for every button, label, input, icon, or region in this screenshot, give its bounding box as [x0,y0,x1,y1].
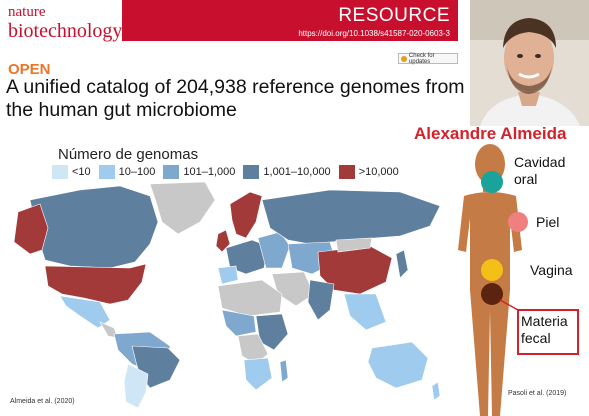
legend-label: >10,000 [358,166,399,178]
skin-label: Piel [536,214,560,230]
legend-item: 101–1,000 [163,165,235,179]
legend-swatch [338,165,355,179]
journal-header: nature biotechnology RESOURCE https://do… [0,0,458,54]
region-eastern-europe [257,231,291,269]
fecal-label: Materia fecal [521,313,568,346]
body-citation: Pasoli et al. (2019) [508,390,567,397]
check-updates-label: Check for updates [408,52,435,65]
region-west-africa [221,309,257,337]
legend-item: <10 [52,165,91,179]
section-label: RESOURCE [338,5,450,26]
fecal-highlight-box [517,309,579,355]
region-canada [29,185,159,269]
region-china [317,245,393,295]
author-name: Alexandre Almeida [414,124,567,143]
region-iberia [217,265,239,285]
vagina-site-marker [481,259,503,281]
region-usa [44,263,147,305]
legend-item: 10–100 [98,165,156,179]
vagina-label: Vagina [530,262,573,278]
region-southern-africa [243,357,273,391]
portrait-illustration [470,0,589,126]
legend-title: Número de genomas [58,146,199,163]
region-alaska [13,203,49,255]
region-australia [367,341,429,389]
map-citation: Almeida et al. (2020) [10,398,75,405]
open-access-label: OPEN [8,61,51,78]
skin-site-marker [508,212,528,232]
legend-label: 1,001–10,000 [263,166,331,178]
region-mongolia [335,237,373,253]
world-map [13,182,441,408]
region-south-america-south [123,363,149,408]
legend-swatch [98,165,115,179]
legend-item: 1,001–10,000 [243,165,331,179]
check-updates-button[interactable]: Check for updates [398,52,458,65]
journal-name-line2: biotechnology [8,20,123,42]
region-india [307,279,335,321]
fecal-pointer-line [499,299,519,311]
legend-label: 101–1,000 [183,166,236,178]
oral-site-marker [481,171,503,193]
region-madagascar [279,359,289,383]
map-legend: <10 10–100 101–1,000 1,001–10,000 >10,00… [52,165,403,179]
journal-banner: RESOURCE https://doi.org/10.1038/s41587-… [122,0,458,41]
legend-label: 10–100 [118,166,156,178]
region-new-zealand [431,381,441,401]
region-greenland [149,182,216,235]
human-body-figure [458,144,528,416]
region-japan [395,249,409,279]
legend-label: <10 [72,166,91,178]
region-southeast-asia [343,293,387,331]
oral-label: Cavidad oral [514,154,566,187]
update-icon [401,55,407,62]
region-north-africa [217,279,283,317]
journal-logo: nature biotechnology [0,0,122,54]
region-russia [261,189,441,245]
author-photo [470,0,589,126]
legend-swatch [52,165,68,179]
region-scandinavia [229,191,263,239]
legend-swatch [163,165,180,179]
fecal-site-marker [481,283,503,305]
doi-link[interactable]: https://doi.org/10.1038/s41587-020-0603-… [298,29,450,38]
legend-swatch [243,165,260,179]
region-mexico [59,295,111,329]
legend-item: >10,000 [338,165,399,179]
paper-title: A unified catalog of 204,938 reference g… [6,76,465,121]
journal-name-line1: nature [8,4,46,20]
